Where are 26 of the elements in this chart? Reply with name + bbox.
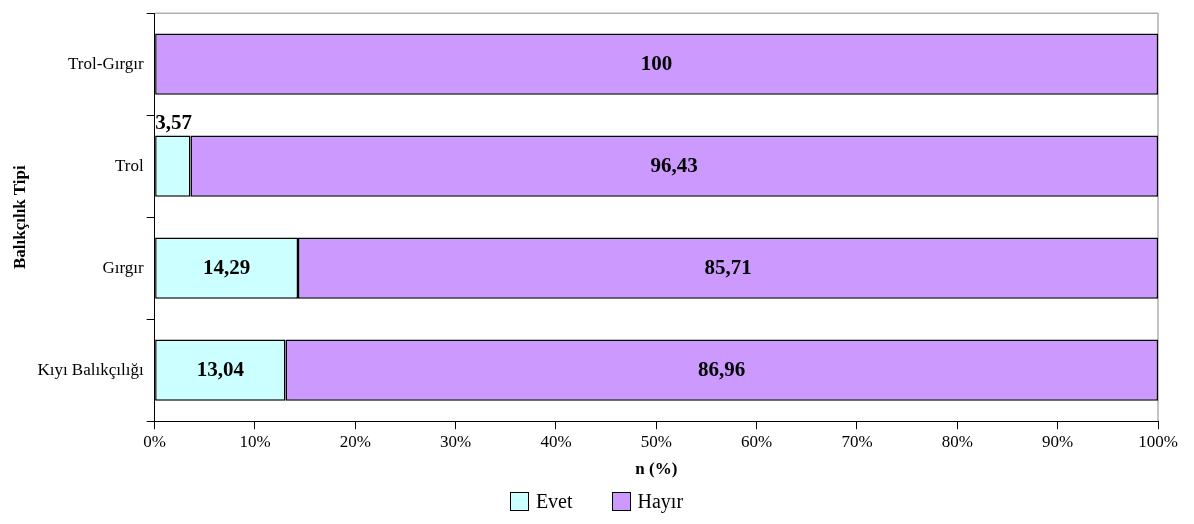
x-tick-label: 20% <box>339 431 371 451</box>
data-label: 96,43 <box>650 152 698 177</box>
y-tick-label: Trol <box>114 155 144 175</box>
x-tick-label: 60% <box>741 431 773 451</box>
legend-label: Hayır <box>637 490 684 513</box>
x-tick-label: 50% <box>640 431 672 451</box>
data-label: 3,57 <box>155 110 192 135</box>
data-label: 14,29 <box>202 254 251 279</box>
x-tick-label: 10% <box>239 431 271 451</box>
x-tick-label: 80% <box>941 431 973 451</box>
x-tick-label: 90% <box>1042 431 1074 451</box>
x-tick-label: 30% <box>440 431 472 451</box>
data-label: 100 <box>640 50 673 75</box>
x-tick-label: 100% <box>1138 431 1178 451</box>
y-tick-label: Kıyı Balıkçılığı <box>37 359 144 379</box>
x-tick-label: 0% <box>143 431 166 451</box>
data-label: 86,96 <box>698 356 746 381</box>
y-tick-label: Gırgır <box>102 257 144 277</box>
y-tick-label: Trol-Gırgır <box>68 53 144 73</box>
data-label: 85,71 <box>704 254 752 279</box>
x-axis-title: n (%) <box>635 459 678 479</box>
x-tick-label: 40% <box>540 431 572 451</box>
x-tick-label: 70% <box>841 431 873 451</box>
data-label: 13,04 <box>196 356 245 381</box>
y-axis-title: Balıkçılık Tipi <box>9 165 29 270</box>
legend-label: Evet <box>535 490 573 513</box>
